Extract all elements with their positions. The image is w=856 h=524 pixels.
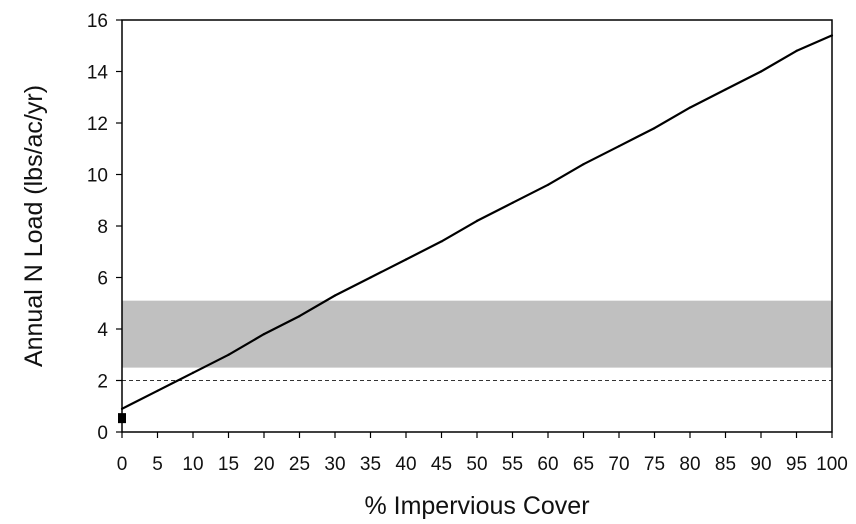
- x-tick-label-50: 50: [466, 454, 487, 475]
- point-70: [617, 145, 621, 148]
- y-tick-label-4: 4: [97, 320, 108, 341]
- x-tick-label-70: 70: [608, 454, 629, 475]
- x-tick-label-40: 40: [395, 454, 416, 475]
- x-tick-label-95: 95: [786, 454, 807, 475]
- point-85: [724, 88, 727, 91]
- x-tick-label-55: 55: [502, 454, 523, 475]
- shaded-band: [122, 300, 832, 368]
- x-tick-label-30: 30: [324, 454, 345, 475]
- y-tick-label-16: 16: [87, 11, 108, 32]
- x-tick-label-60: 60: [537, 454, 558, 475]
- x-tick-label-15: 15: [218, 454, 239, 475]
- x-tick-label-80: 80: [679, 454, 700, 475]
- point-15: [227, 353, 230, 356]
- x-tick-label-20: 20: [253, 454, 274, 475]
- y-tick-label-8: 8: [97, 217, 108, 238]
- point-100: [830, 34, 834, 37]
- point-55: [511, 201, 514, 204]
- plot-frame: [121, 19, 833, 433]
- x-tick-label-75: 75: [644, 454, 665, 475]
- series-points: [120, 34, 834, 410]
- x-tick-label-65: 65: [573, 454, 594, 475]
- point-30: [333, 294, 337, 297]
- x-tick-label-5: 5: [152, 454, 163, 475]
- point-60: [546, 183, 550, 186]
- point-20: [262, 333, 266, 336]
- tick-group: [116, 19, 833, 438]
- y-tick-label-6: 6: [97, 269, 108, 290]
- x-tick-label-45: 45: [431, 454, 452, 475]
- x-tick-label-85: 85: [715, 454, 736, 475]
- point-35: [369, 276, 372, 279]
- y-tick-label-0: 0: [97, 423, 108, 444]
- y-tick-label-14: 14: [87, 63, 109, 84]
- point-65: [582, 163, 585, 166]
- point-45: [440, 240, 443, 243]
- point-75: [653, 127, 656, 130]
- point-90: [759, 70, 763, 73]
- point-40: [404, 258, 408, 261]
- point-10: [191, 371, 195, 374]
- x-tick-label-25: 25: [289, 454, 310, 475]
- y-tick-label-12: 12: [87, 114, 108, 135]
- y-tick-label-10: 10: [87, 166, 108, 187]
- x-tick-label-35: 35: [360, 454, 381, 475]
- tick-label-group: 0 5 10 15 20 25 30 35 40 45 50 55 60 65 70 75 80 85 90 95 10…: [87, 11, 848, 475]
- y-axis-title: Annual N Load (lbs/ac/yr): [20, 85, 48, 367]
- x-tick-label-90: 90: [750, 454, 771, 475]
- point-5: [156, 389, 159, 392]
- point-50: [475, 219, 479, 222]
- point-0: [120, 407, 124, 410]
- y-tick-label-2: 2: [97, 372, 108, 393]
- x-axis-title: % Impervious Cover: [364, 492, 589, 520]
- point-25: [298, 315, 301, 318]
- origin-marker: [118, 413, 126, 424]
- x-tick-label-0: 0: [117, 454, 128, 475]
- x-tick-label-100: 100: [816, 454, 848, 475]
- point-95: [795, 49, 798, 53]
- x-tick-label-10: 10: [182, 454, 203, 475]
- point-80: [688, 106, 692, 109]
